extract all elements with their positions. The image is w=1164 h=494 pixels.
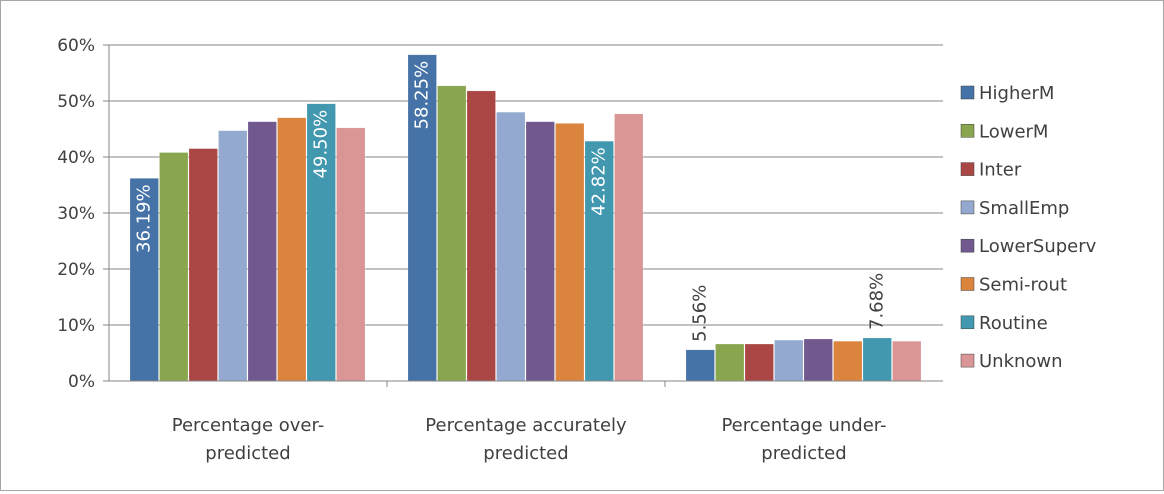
legend-label: LowerM xyxy=(979,121,1048,142)
data-label: 49.50% xyxy=(311,110,332,179)
category-label: Percentage accurately xyxy=(425,415,627,436)
bar xyxy=(277,117,307,382)
legend-swatch xyxy=(960,315,975,330)
category-label: predicted xyxy=(205,443,290,464)
legend-label: Inter xyxy=(979,160,1022,181)
legend-label: SmallEmp xyxy=(979,198,1069,219)
category-label: Percentage under- xyxy=(721,415,886,436)
data-label: 5.56% xyxy=(690,285,711,342)
bar xyxy=(862,337,892,382)
bar xyxy=(614,113,644,382)
bar xyxy=(247,121,277,382)
bar xyxy=(437,85,467,382)
legend-swatch xyxy=(960,277,975,291)
data-label: 36.19% xyxy=(134,184,155,253)
data-label: 42.82% xyxy=(589,147,610,216)
y-tick-label: 50% xyxy=(57,92,95,112)
y-tick-label: 60% xyxy=(57,36,95,56)
legend-swatch xyxy=(960,162,975,176)
legend-label: LowerSuperv xyxy=(979,236,1097,257)
legend-swatch xyxy=(960,353,975,368)
legend-label: Routine xyxy=(979,313,1048,334)
bars xyxy=(129,54,922,382)
bar xyxy=(555,123,585,382)
y-tick-label: 10% xyxy=(57,316,95,336)
bar xyxy=(306,103,336,382)
bar xyxy=(218,130,248,382)
y-tick-label: 0% xyxy=(68,372,95,392)
category-label: Percentage over- xyxy=(172,415,324,436)
legend-swatch xyxy=(960,85,975,100)
legend: HigherM LowerM Inter SmallEmp LowerSuperv Sem… xyxy=(960,83,1097,372)
bar xyxy=(715,343,745,382)
bar xyxy=(774,339,804,382)
data-label: 7.68% xyxy=(867,273,888,330)
category-label: predicted xyxy=(483,443,568,464)
legend-label: Semi-rout xyxy=(979,275,1067,296)
data-labels: 36.19% 49.50% 58.25% 42.82% 5.56% 7.68% xyxy=(134,61,888,342)
bar xyxy=(466,90,496,382)
bar xyxy=(407,54,437,382)
bar xyxy=(892,340,922,382)
category-label: predicted xyxy=(761,443,846,464)
bar xyxy=(159,152,189,382)
legend-swatch xyxy=(960,124,975,138)
data-label: 58.25% xyxy=(412,61,433,130)
axes: 0% 10% 20% 30% 40% 50% 60% Percentage over-pred… xyxy=(57,36,943,464)
bar xyxy=(336,127,366,382)
bar xyxy=(803,338,833,382)
y-tick-label: 30% xyxy=(57,204,95,224)
bar xyxy=(833,340,863,382)
bar xyxy=(525,121,555,382)
legend-swatch xyxy=(960,200,975,215)
legend-swatch xyxy=(960,238,975,253)
y-tick-label: 40% xyxy=(57,148,95,168)
bar xyxy=(496,111,526,382)
bar xyxy=(744,343,774,382)
y-tick-label: 20% xyxy=(57,260,95,280)
legend-label: Unknown xyxy=(979,351,1063,372)
bar xyxy=(685,349,715,382)
bar xyxy=(188,148,218,382)
legend-label: HigherM xyxy=(979,83,1054,104)
bar xyxy=(584,140,614,382)
